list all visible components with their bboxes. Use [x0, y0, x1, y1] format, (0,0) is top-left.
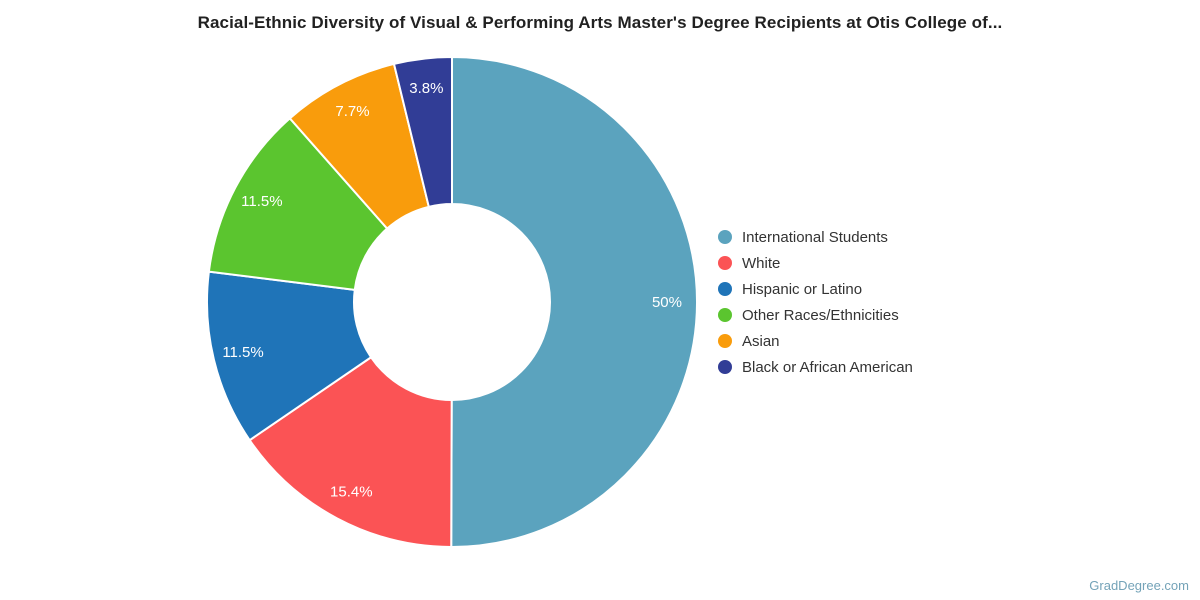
legend-swatch-icon [718, 308, 732, 322]
legend-swatch-icon [718, 282, 732, 296]
legend-swatch-icon [718, 230, 732, 244]
legend-item-label: Asian [742, 332, 780, 350]
legend-item-label: Other Races/Ethnicities [742, 306, 899, 324]
legend-item-hispanic-or-latino[interactable]: Hispanic or Latino [718, 276, 913, 302]
legend-item-label: Black or African American [742, 358, 913, 376]
legend-swatch-icon [718, 256, 732, 270]
legend-item-white[interactable]: White [718, 250, 913, 276]
legend-item-label: International Students [742, 228, 888, 246]
legend-item-label: Hispanic or Latino [742, 280, 863, 298]
legend-swatch-icon [718, 360, 732, 374]
pie-slice-white[interactable] [248, 356, 453, 548]
legend-item-other-races-ethnicities[interactable]: Other Races/Ethnicities [718, 302, 913, 328]
legend: International Students White Hispanic or L… [718, 224, 913, 380]
pie-slice-black-or-african-american[interactable] [393, 56, 453, 208]
pie-slice-international-students[interactable] [450, 56, 698, 548]
legend-item-asian[interactable]: Asian [718, 328, 913, 354]
legend-swatch-icon [718, 334, 732, 348]
legend-item-international-students[interactable]: International Students [718, 224, 913, 250]
watermark-link[interactable]: GradDegree.com [1089, 578, 1189, 593]
pie-slice-other-races-ethnicities[interactable] [207, 117, 389, 291]
pie-slice-hispanic-or-latino[interactable] [206, 270, 373, 442]
chart-title: Racial-Ethnic Diversity of Visual & Perf… [197, 13, 1003, 32]
legend-item-black-or-african-american[interactable]: Black or African American [718, 354, 913, 380]
legend-item-label: White [742, 254, 781, 272]
